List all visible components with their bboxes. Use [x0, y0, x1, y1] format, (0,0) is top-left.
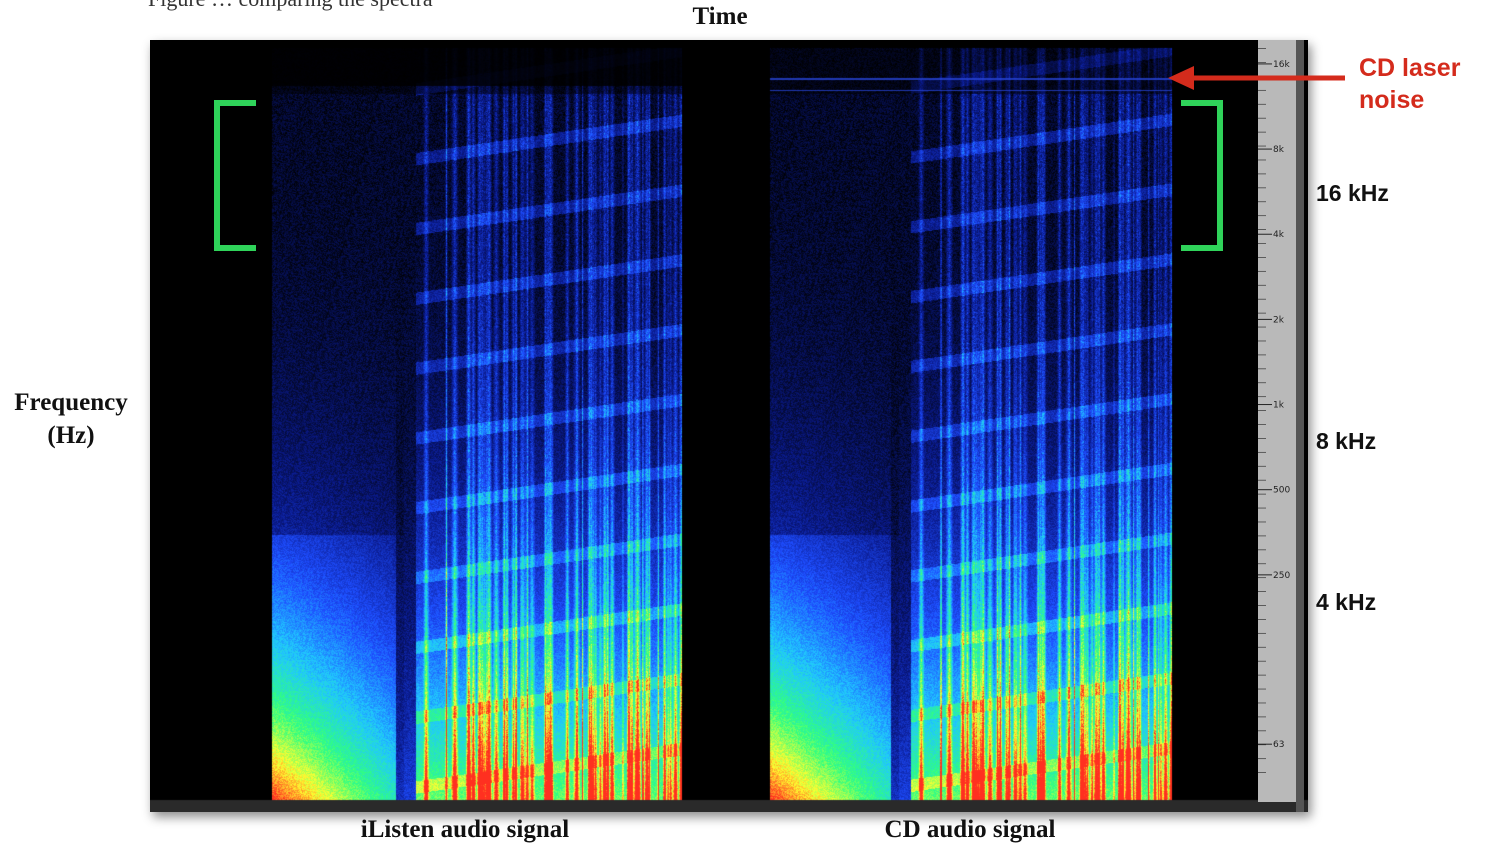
annotation-line2: noise	[1359, 86, 1425, 114]
frequency-axis-label: Frequency (Hz)	[4, 386, 138, 452]
scale-tick-label: 500	[1273, 486, 1290, 496]
right-bracket-mark	[1181, 100, 1223, 251]
scale-tick-label: 2k	[1273, 315, 1285, 325]
figure-caption-fragment: Figure … comparing the spectra	[148, 0, 433, 12]
frequency-label-line2: (Hz)	[47, 422, 95, 449]
scale-tick-label: 4k	[1273, 230, 1285, 240]
khz-label-8: 8 kHz	[1316, 428, 1377, 454]
khz-label-4: 4 kHz	[1316, 589, 1377, 615]
spectrogram-canvas	[150, 40, 1308, 812]
spectrogram-window: 16k 8k 4k 2k 1k 500 250 63	[150, 40, 1308, 812]
annotation-line1: CD laser	[1359, 54, 1461, 82]
laser-noise-arrow-head	[1168, 66, 1194, 90]
cd-laser-noise-annotation: CD laser noise	[1359, 52, 1460, 116]
frequency-scale: 16k 8k 4k 2k 1k 500 250 63	[1258, 40, 1304, 812]
khz-label-16: 16 kHz	[1316, 180, 1389, 206]
scale-tick-label: 250	[1273, 571, 1290, 581]
left-bracket-mark	[214, 100, 256, 251]
scale-tick-label: 16k	[1273, 60, 1290, 70]
cd-signal-label: CD audio signal	[884, 816, 1056, 843]
scale-bar-edge	[1296, 40, 1304, 812]
time-axis-label: Time	[692, 3, 748, 30]
frequency-label-line1: Frequency	[14, 389, 128, 416]
scale-tick-label: 1k	[1273, 401, 1285, 411]
scale-tick-label: 8k	[1273, 145, 1285, 155]
scale-tick-label: 63	[1273, 740, 1284, 750]
ilisten-signal-label: iListen audio signal	[360, 816, 570, 843]
